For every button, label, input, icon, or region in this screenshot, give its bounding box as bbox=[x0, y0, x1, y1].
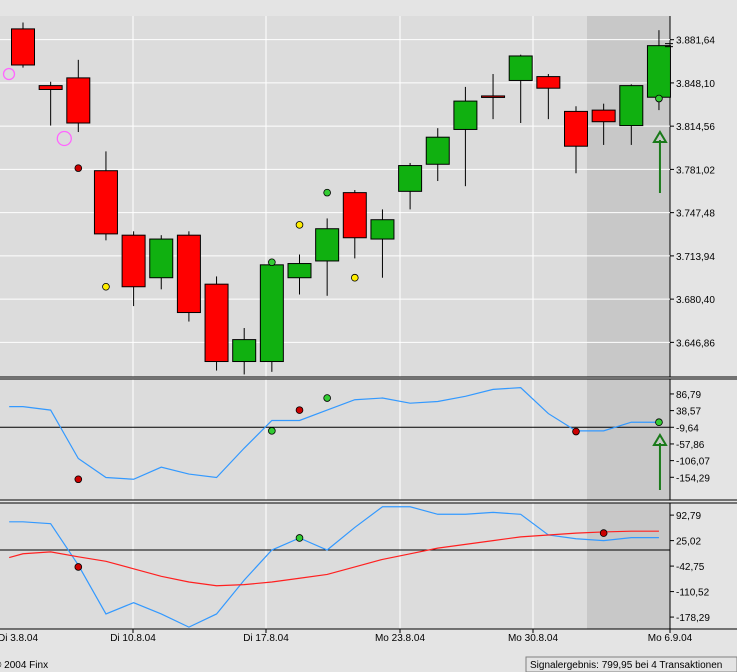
copyright-text: © 2004 Finx bbox=[0, 660, 48, 671]
candle-down-body bbox=[591, 109, 616, 123]
candle-down-body bbox=[564, 110, 588, 147]
x-tick-label: Mo 23.8.04 bbox=[375, 633, 425, 644]
green-signal-dot bbox=[323, 188, 331, 197]
oscillator-2-panel: 92,79 25,02 -42,75 -110,52 -178,29 bbox=[0, 503, 710, 629]
candle-down-body bbox=[121, 234, 146, 288]
yellow-signal-dot bbox=[295, 221, 304, 229]
x-tick-label: Di 3.8.04 bbox=[0, 633, 38, 644]
y-tick-label: 86,79 bbox=[676, 390, 701, 401]
candle-up-body bbox=[646, 45, 671, 98]
candle-up-body bbox=[149, 238, 174, 279]
plot-area bbox=[0, 379, 670, 500]
candle-up-body bbox=[425, 136, 450, 165]
red-signal-dot bbox=[572, 427, 580, 436]
y-tick-label: -9,64 bbox=[676, 423, 699, 434]
candle-down-body bbox=[536, 76, 561, 89]
candle-down-body bbox=[66, 77, 91, 124]
red-signal-dot bbox=[74, 563, 83, 571]
candle-up-body bbox=[508, 55, 533, 81]
y-tick-label: 3.781,02 bbox=[676, 165, 715, 176]
x-tick-label: Di 10.8.04 bbox=[110, 633, 156, 644]
signal-result-box bbox=[525, 656, 737, 672]
highlight-zone bbox=[587, 503, 670, 629]
magenta-circle-marker bbox=[56, 130, 72, 147]
y-tick-label: 3.881,64 bbox=[676, 36, 715, 47]
candle-down-body bbox=[93, 170, 118, 235]
oscillator-1-line bbox=[9, 387, 659, 480]
x-tick-label: Di 17.8.04 bbox=[243, 633, 289, 644]
candle-down-body bbox=[11, 28, 35, 66]
signal-result-text: Signalergebnis: 799,95 bei 4 Transaktion… bbox=[530, 660, 722, 671]
candle-down-body bbox=[342, 192, 367, 239]
candle-down-body bbox=[38, 85, 63, 90]
y-tick-label: -57,86 bbox=[676, 440, 705, 451]
y-tick-label: 3.680,40 bbox=[676, 295, 715, 306]
y-tick-label: -154,29 bbox=[676, 473, 710, 484]
x-tick-label: Mo 6.9.04 bbox=[648, 633, 693, 644]
y-tick-label: -110,52 bbox=[676, 588, 710, 599]
green-signal-dot bbox=[655, 418, 663, 427]
red-signal-dot bbox=[599, 529, 608, 537]
candle-up-body bbox=[259, 264, 284, 363]
green-signal-dot bbox=[268, 427, 276, 435]
y-tick-label: 38,57 bbox=[676, 407, 701, 418]
candle-up-body bbox=[453, 100, 478, 130]
buy-arrow-head bbox=[652, 130, 668, 143]
plot-area bbox=[0, 503, 670, 629]
magenta-circle-marker bbox=[2, 67, 16, 81]
candle-up-body bbox=[287, 263, 312, 279]
y-tick-label: -106,07 bbox=[676, 457, 710, 468]
yellow-signal-dot bbox=[350, 273, 359, 282]
green-signal-dot bbox=[323, 394, 331, 402]
candle-up-body bbox=[315, 228, 340, 262]
candle-up-body bbox=[232, 339, 257, 363]
oscillator-2-red-line bbox=[9, 530, 659, 587]
y-tick-label: 3.814,56 bbox=[676, 122, 715, 133]
y-tick-label: 3.747,48 bbox=[676, 209, 715, 220]
price-panel: 3.881,64 3.848,10 3.814,56 3.781,02 3.747,48… bbox=[0, 16, 715, 377]
y-tick-label: 3.848,10 bbox=[676, 79, 715, 90]
green-signal-dot bbox=[295, 534, 304, 542]
y-tick-label: 25,02 bbox=[676, 537, 701, 548]
x-tick-label: Mo 30.8.04 bbox=[508, 633, 558, 644]
y-tick-label: 3.713,94 bbox=[676, 252, 715, 263]
candle-down-body bbox=[481, 95, 506, 98]
x-axis: Di 3.8.04 Di 10.8.04 Di 17.8.04 Mo 23.8.04 M… bbox=[0, 629, 693, 644]
footer: © 2004 Finx Signalergebnis: 799,95 bei 4… bbox=[0, 656, 737, 672]
red-signal-dot bbox=[74, 164, 83, 172]
buy-arrow-head bbox=[652, 433, 668, 446]
candle-up-body bbox=[370, 219, 395, 240]
candle-up-body bbox=[619, 85, 644, 127]
y-tick-label: 92,79 bbox=[676, 511, 701, 522]
yellow-signal-dot bbox=[102, 282, 110, 291]
y-tick-label: -42,75 bbox=[676, 562, 705, 573]
green-signal-dot bbox=[268, 258, 276, 267]
y-tick-label: -178,29 bbox=[676, 613, 710, 624]
green-signal-dot bbox=[655, 94, 663, 103]
red-signal-dot bbox=[295, 406, 304, 414]
candle-up-body bbox=[398, 165, 423, 192]
candle-down-body bbox=[176, 234, 201, 314]
candle-down-body bbox=[204, 283, 229, 363]
y-tick-label: 3.646,86 bbox=[676, 338, 715, 349]
red-signal-dot bbox=[74, 475, 83, 484]
oscillator-1-panel: 86,79 38,57 -9,64 -57,86 -106,07 -154,29 bbox=[0, 379, 710, 500]
